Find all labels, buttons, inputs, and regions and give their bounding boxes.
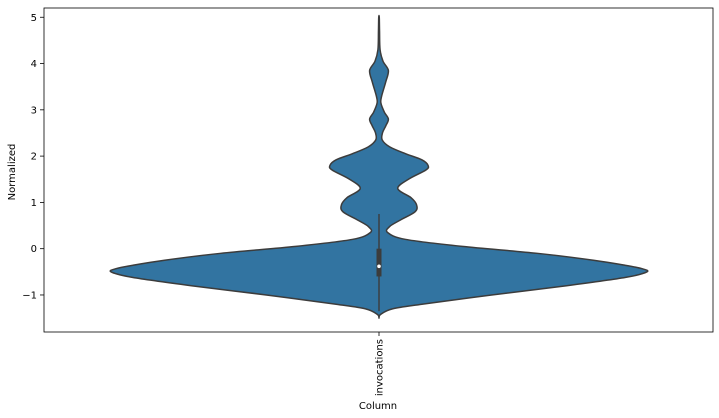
y-tick-label: 2 xyxy=(31,152,37,163)
y-tick-label: 3 xyxy=(31,105,37,116)
y-tick-label: −1 xyxy=(22,290,37,301)
x-tick-label: invocations xyxy=(375,339,386,396)
box-layer xyxy=(376,213,382,312)
y-axis-title: Normalized xyxy=(7,144,18,201)
violin-layer xyxy=(109,14,649,319)
y-axis: −1 0 1 2 3 4 5 xyxy=(22,13,44,301)
box-median xyxy=(377,264,381,269)
x-axis: invocations xyxy=(375,332,386,396)
x-axis-title: Column xyxy=(359,401,397,412)
y-tick-label: 1 xyxy=(31,198,37,209)
y-tick-label: 4 xyxy=(31,59,37,70)
box-iqr xyxy=(376,248,382,277)
plot-frame xyxy=(43,7,714,333)
y-tick-label: 5 xyxy=(31,13,37,24)
y-tick-label: 0 xyxy=(31,244,37,255)
violin-body xyxy=(109,14,649,319)
